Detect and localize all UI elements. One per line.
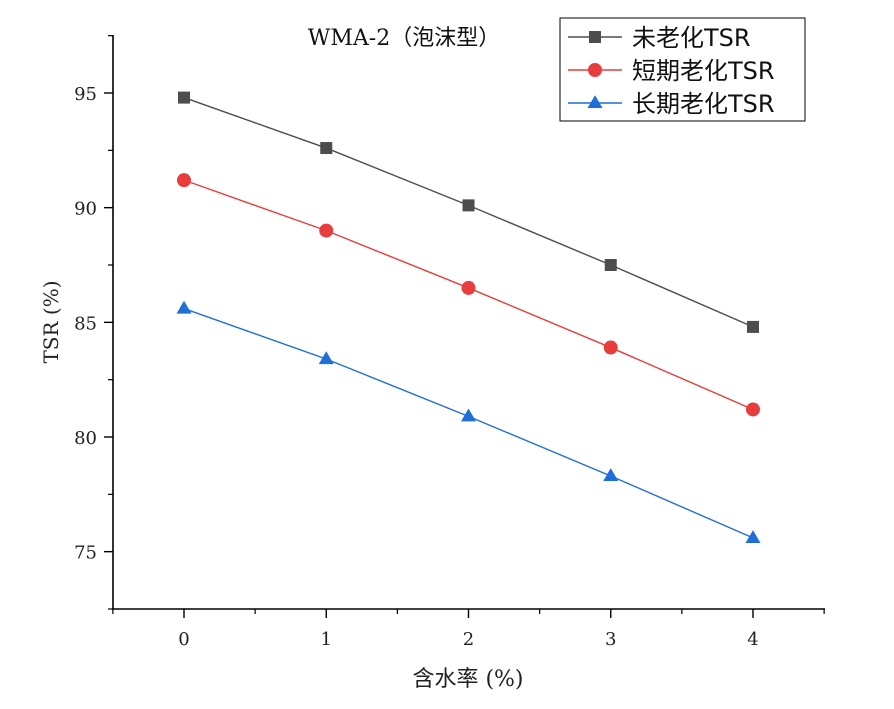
data-point xyxy=(319,223,334,238)
x-tick-label: 2 xyxy=(463,629,474,650)
y-tick-label: 95 xyxy=(74,84,97,105)
data-point xyxy=(462,199,475,212)
legend-label: 未老化TSR xyxy=(632,24,751,52)
legend: 未老化TSR 短期老化TSR 长期老化TSR xyxy=(559,17,806,122)
legend-label: 长期老化TSR xyxy=(632,90,775,118)
data-point xyxy=(603,340,618,355)
data-point xyxy=(176,300,192,314)
data-point xyxy=(178,91,190,104)
data-point xyxy=(746,402,760,417)
data-point xyxy=(604,259,617,271)
legend-marker xyxy=(588,63,602,77)
y-tick-label: 80 xyxy=(74,428,97,449)
y-tick-label: 85 xyxy=(74,313,97,334)
data-point xyxy=(745,530,761,543)
legend-marker xyxy=(589,31,601,43)
data-point xyxy=(747,320,759,333)
ticks: 0 1 2 3 4 75 80 85 90 95 xyxy=(74,35,825,650)
data-point xyxy=(461,280,476,295)
data-point xyxy=(603,468,619,482)
y-axis-label: TSR (%) xyxy=(39,280,63,363)
series-line xyxy=(183,307,754,539)
series-0 xyxy=(178,91,759,333)
data-point xyxy=(461,408,476,422)
x-tick-label: 4 xyxy=(747,629,758,650)
y-tick-label: 75 xyxy=(74,543,97,564)
chart-title: WMA-2（泡沫型） xyxy=(308,26,500,51)
data-point xyxy=(177,173,191,188)
legend-marker xyxy=(587,95,603,109)
legend-label: 短期老化TSR xyxy=(632,57,775,85)
data-point xyxy=(320,142,333,155)
series-2 xyxy=(176,300,761,543)
x-tick-label: 0 xyxy=(178,629,189,650)
x-axis-label: 含水率 (%) xyxy=(412,667,523,692)
series-layer xyxy=(176,91,761,543)
x-tick-label: 1 xyxy=(321,629,332,650)
data-point xyxy=(318,351,334,365)
series-1 xyxy=(177,173,760,417)
y-tick-label: 90 xyxy=(74,199,97,220)
x-tick-label: 3 xyxy=(605,629,616,650)
